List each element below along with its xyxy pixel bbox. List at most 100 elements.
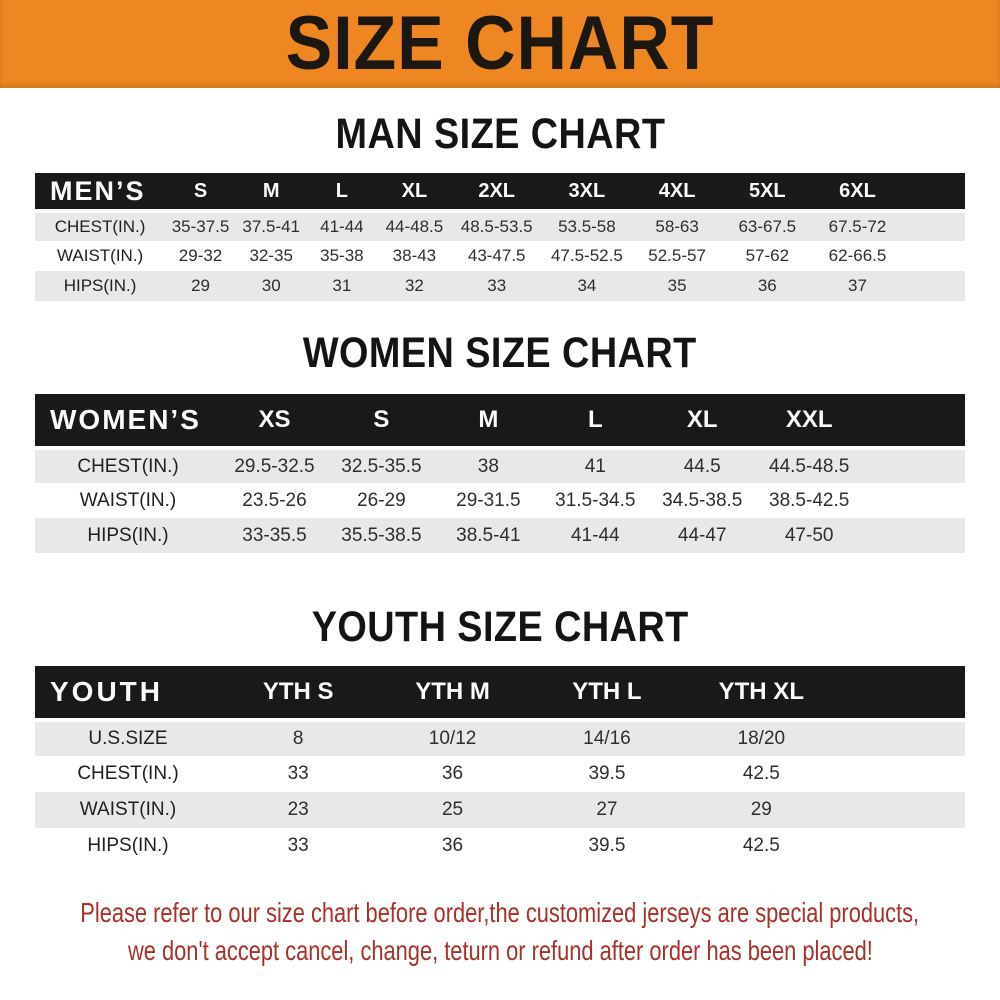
womens-size-table: WOMEN’S XS S M L XL XXL CHEST(IN.) 29.5-…: [35, 394, 965, 554]
cell: 38-43: [377, 241, 452, 272]
cell: 41-44: [541, 518, 649, 554]
cell: 44.5: [648, 448, 756, 484]
youth-heading-text: YOUTH SIZE CHART: [311, 603, 689, 652]
cell: 44-48.5: [377, 211, 452, 242]
banner-title: SIZE CHART: [285, 1, 715, 86]
filler-cell: [902, 211, 965, 242]
cell: 33: [221, 828, 376, 865]
filler-cell: [838, 792, 965, 829]
table-row: CHEST(IN.) 29.5-32.5 32.5-35.5 38 41 44.…: [35, 448, 965, 484]
filler-cell: [838, 756, 965, 793]
size-col-header: M: [434, 394, 542, 451]
footer-line-2: we don't accept cancel, change, teturn o…: [127, 935, 873, 967]
cell: 10/12: [375, 720, 530, 757]
cell: 43-47.5: [451, 241, 542, 272]
row-label: HIPS(IN.): [35, 271, 166, 302]
cell: 8: [221, 720, 376, 757]
mens-header-row: MEN’S S M L XL 2XL 3XL 4XL 5XL 6XL: [35, 173, 965, 214]
filler-cell: [838, 720, 965, 757]
table-row: WAIST(IN.) 23.5-26 26-29 29-31.5 31.5-34…: [35, 483, 965, 519]
size-col-header: 3XL: [541, 173, 632, 214]
cell: 14/16: [529, 720, 685, 757]
size-col-header: XXL: [755, 394, 863, 451]
cell: 23.5-26: [221, 483, 328, 519]
cell: 39.5: [529, 756, 685, 793]
cell: 29-31.5: [434, 483, 542, 519]
filler-cell: [862, 518, 965, 554]
cell: 33: [221, 756, 376, 793]
cell: 38: [434, 448, 542, 484]
cell: 58-63: [632, 211, 723, 242]
filler-cell: [862, 394, 965, 451]
cell: 67.5-72: [812, 211, 903, 242]
cell: 29-32: [165, 241, 236, 272]
women-heading-text: WOMEN SIZE CHART: [303, 329, 697, 378]
youth-section-heading: YOUTH SIZE CHART: [0, 605, 1000, 650]
table-row: CHEST(IN.) 33 36 39.5 42.5: [35, 756, 965, 793]
cell: 63-67.5: [722, 211, 813, 242]
filler-cell: [838, 666, 965, 723]
cell: 23: [221, 792, 376, 829]
size-col-header: L: [306, 173, 378, 214]
row-label: U.S.SIZE: [35, 720, 221, 757]
table-row: WAIST(IN.) 29-32 32-35 35-38 38-43 43-47…: [35, 241, 965, 272]
cell: 36: [375, 756, 530, 793]
size-col-header: 4XL: [632, 173, 723, 214]
men-heading-text: MAN SIZE CHART: [335, 110, 665, 158]
cell: 57-62: [722, 241, 813, 272]
row-label: WAIST(IN.): [35, 792, 221, 829]
cell: 38.5-42.5: [755, 483, 863, 519]
size-col-header: YTH S: [221, 666, 376, 723]
size-col-header: YTH M: [375, 666, 530, 723]
cell: 44.5-48.5: [755, 448, 863, 484]
size-col-header: S: [165, 173, 236, 214]
size-chart-banner: SIZE CHART: [0, 0, 1000, 88]
cell: 37.5-41: [235, 211, 307, 242]
size-col-header: YTH L: [529, 666, 685, 723]
cell: 33: [451, 271, 542, 302]
filler-cell: [862, 448, 965, 484]
size-col-header: 6XL: [812, 173, 903, 214]
cell: 35-38: [306, 241, 378, 272]
size-col-header: M: [235, 173, 307, 214]
cell: 53.5-58: [541, 211, 632, 242]
table-row: HIPS(IN.) 29 30 31 32 33 34 35 36 37: [35, 271, 965, 302]
cell: 25: [375, 792, 530, 829]
cell: 47.5-52.5: [541, 241, 632, 272]
cell: 31: [306, 271, 378, 302]
filler-cell: [838, 828, 965, 865]
cell: 34: [541, 271, 632, 302]
size-col-header: 2XL: [451, 173, 542, 214]
cell: 35: [632, 271, 723, 302]
cell: 44-47: [648, 518, 756, 554]
row-label: WAIST(IN.): [35, 241, 166, 272]
cell: 31.5-34.5: [541, 483, 649, 519]
size-col-header: 5XL: [722, 173, 813, 214]
men-section-heading: MAN SIZE CHART: [0, 110, 1000, 158]
cell: 39.5: [529, 828, 685, 865]
table-row: HIPS(IN.) 33-35.5 35.5-38.5 38.5-41 41-4…: [35, 518, 965, 554]
womens-table-label: WOMEN’S: [35, 394, 222, 451]
mens-table-label: MEN’S: [35, 173, 166, 214]
filler-cell: [902, 241, 965, 272]
cell: 35.5-38.5: [327, 518, 435, 554]
table-row: HIPS(IN.) 33 36 39.5 42.5: [35, 828, 965, 865]
youth-size-table: YOUTH YTH S YTH M YTH L YTH XL U.S.SIZE …: [35, 666, 965, 865]
row-label: HIPS(IN.): [35, 828, 221, 865]
cell: 38.5-41: [434, 518, 542, 554]
cell: 62-66.5: [812, 241, 903, 272]
row-label: CHEST(IN.): [35, 211, 166, 242]
row-label: WAIST(IN.): [35, 483, 222, 519]
cell: 27: [529, 792, 685, 829]
size-col-header: S: [327, 394, 435, 451]
table-row: CHEST(IN.) 35-37.5 37.5-41 41-44 44-48.5…: [35, 211, 965, 242]
footer-note: Please refer to our size chart before or…: [0, 894, 1000, 970]
filler-cell: [862, 483, 965, 519]
cell: 47-50: [755, 518, 863, 554]
cell: 32-35: [235, 241, 307, 272]
cell: 33-35.5: [221, 518, 328, 554]
cell: 42.5: [684, 756, 839, 793]
youth-header-row: YOUTH YTH S YTH M YTH L YTH XL: [35, 666, 965, 723]
cell: 41: [541, 448, 649, 484]
cell: 48.5-53.5: [451, 211, 542, 242]
